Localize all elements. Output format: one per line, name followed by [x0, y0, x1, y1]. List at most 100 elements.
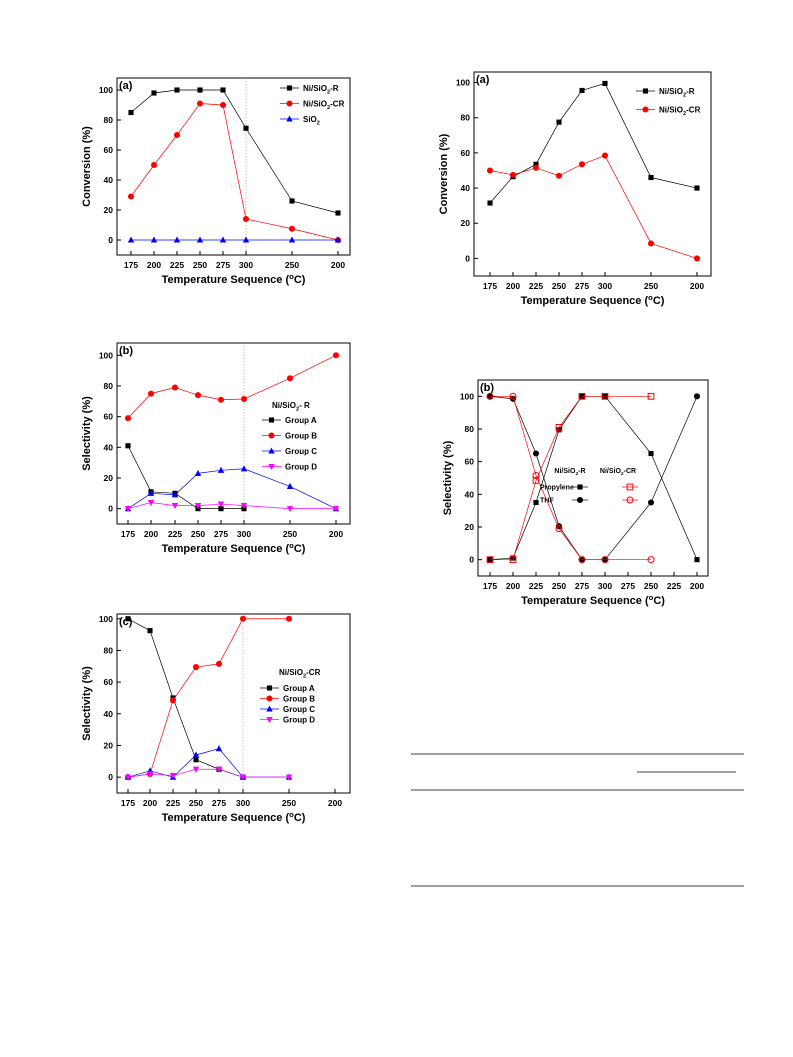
y-tick-label: 0: [465, 253, 470, 263]
x-tick-label: 275: [216, 260, 230, 270]
y-tick-label: 20: [465, 522, 475, 532]
panel-label: (a): [476, 74, 490, 86]
series-group-a: [125, 443, 247, 512]
data-point: [532, 472, 540, 480]
data-point: [486, 392, 494, 400]
data-point: [124, 506, 132, 513]
data-point: [578, 392, 586, 400]
data-point: [647, 556, 655, 564]
data-point: [332, 506, 340, 513]
series-ni-sio2-r: [128, 87, 341, 216]
series-line: [489, 155, 698, 259]
series-line: [127, 354, 337, 419]
x-tick-label: 250: [552, 281, 566, 291]
x-axis-label: Temperature Sequence (oC): [521, 293, 665, 307]
data-point: [509, 395, 517, 402]
data-point: [486, 556, 494, 564]
series-line: [127, 618, 244, 778]
data-point: [555, 423, 563, 431]
x-tick-label: 275: [214, 529, 228, 539]
legend-header: Ni/SiO2​-CR: [600, 468, 636, 477]
data-point: [174, 87, 180, 93]
x-tick-label: 175: [121, 798, 135, 808]
series-sio2: [127, 236, 342, 243]
series-line: [127, 445, 244, 510]
y-tick-label: 0: [108, 504, 113, 514]
x-tick-label: 275: [621, 581, 635, 591]
data-point: [192, 751, 200, 758]
data-point: [334, 236, 342, 243]
legend-label: Group A: [283, 684, 315, 693]
chart-e: 0 20 40 60 80 100 175 200 225 250 275 300 275 250 225 2…: [442, 379, 709, 607]
data-point: [147, 489, 155, 496]
x-tick-label: 175: [124, 260, 138, 270]
x-tick-label: 225: [529, 581, 543, 591]
data-point: [335, 210, 341, 216]
y-tick-label: 80: [465, 424, 475, 434]
data-point: [194, 392, 202, 399]
data-point: [217, 396, 225, 403]
table-rules: [411, 753, 744, 887]
data-point: [215, 745, 223, 752]
panel-label: (b): [480, 382, 494, 394]
x-tick-label: 275: [212, 798, 226, 808]
data-point: [124, 774, 132, 781]
data-point: [215, 660, 223, 667]
data-point: [533, 499, 539, 506]
legend-marker: [642, 88, 649, 94]
series-line: [127, 618, 289, 778]
x-tick-label: 250: [282, 798, 296, 808]
series-group-b: [124, 352, 340, 422]
data-point: [602, 80, 608, 86]
legend-label: Group B: [285, 432, 317, 441]
series-line: [490, 395, 651, 561]
legend-row-label: THF: [540, 498, 554, 505]
data-point: [147, 628, 153, 634]
data-point: [192, 664, 200, 671]
data-point: [579, 87, 585, 94]
data-point: [286, 375, 294, 382]
data-point: [173, 236, 181, 243]
chart-b: 0 20 40 60 80 100 175 200 225 250 275 300 250 200 Temp…: [81, 342, 351, 555]
x-tick-label: 275: [575, 581, 589, 591]
y-tick-label: 60: [104, 145, 114, 155]
x-tick-label: 200: [690, 281, 704, 291]
data-point: [218, 506, 224, 512]
x-tick-label: 200: [328, 798, 342, 808]
x-axis-label: Temperature Sequence (oC): [521, 593, 665, 607]
series-ni-sio2-cr-thf: [486, 392, 655, 564]
x-tick-label: 250: [644, 581, 658, 591]
data-point: [532, 477, 540, 484]
x-tick-label: 300: [236, 798, 250, 808]
data-point: [578, 161, 586, 168]
legend-marker: [266, 705, 273, 712]
legend-marker: [576, 496, 584, 504]
y-tick-label: 20: [104, 473, 114, 483]
plot-frame: [473, 71, 712, 277]
legend-title: Ni/SiO2​- R: [272, 401, 310, 412]
legend-label: Group C: [283, 705, 315, 714]
data-point: [217, 466, 225, 473]
x-tick-label: 250: [283, 529, 297, 539]
data-point: [171, 503, 179, 510]
y-tick-label: 60: [461, 148, 471, 158]
legend-label: Ni/SiO2​-R: [303, 84, 339, 95]
y-axis-label: Conversion (%): [438, 133, 450, 214]
x-tick-label: 200: [506, 581, 520, 591]
y-tick-label: 0: [469, 555, 474, 565]
data-point: [147, 390, 155, 397]
data-point: [510, 555, 516, 561]
x-tick-label: 200: [690, 581, 704, 591]
series-group-a: [125, 616, 246, 780]
series-ni-sio2-r: [487, 80, 700, 206]
data-point: [220, 87, 226, 93]
legend-marker: [266, 716, 273, 724]
y-tick-label: 80: [104, 115, 114, 125]
data-point: [240, 395, 248, 403]
plot-frame: [116, 77, 351, 256]
legend-label: Ni/SiO2​-R: [659, 87, 695, 98]
data-point: [532, 450, 540, 457]
y-axis-label: Selectivity (%): [81, 666, 93, 741]
data-point: [196, 236, 204, 243]
